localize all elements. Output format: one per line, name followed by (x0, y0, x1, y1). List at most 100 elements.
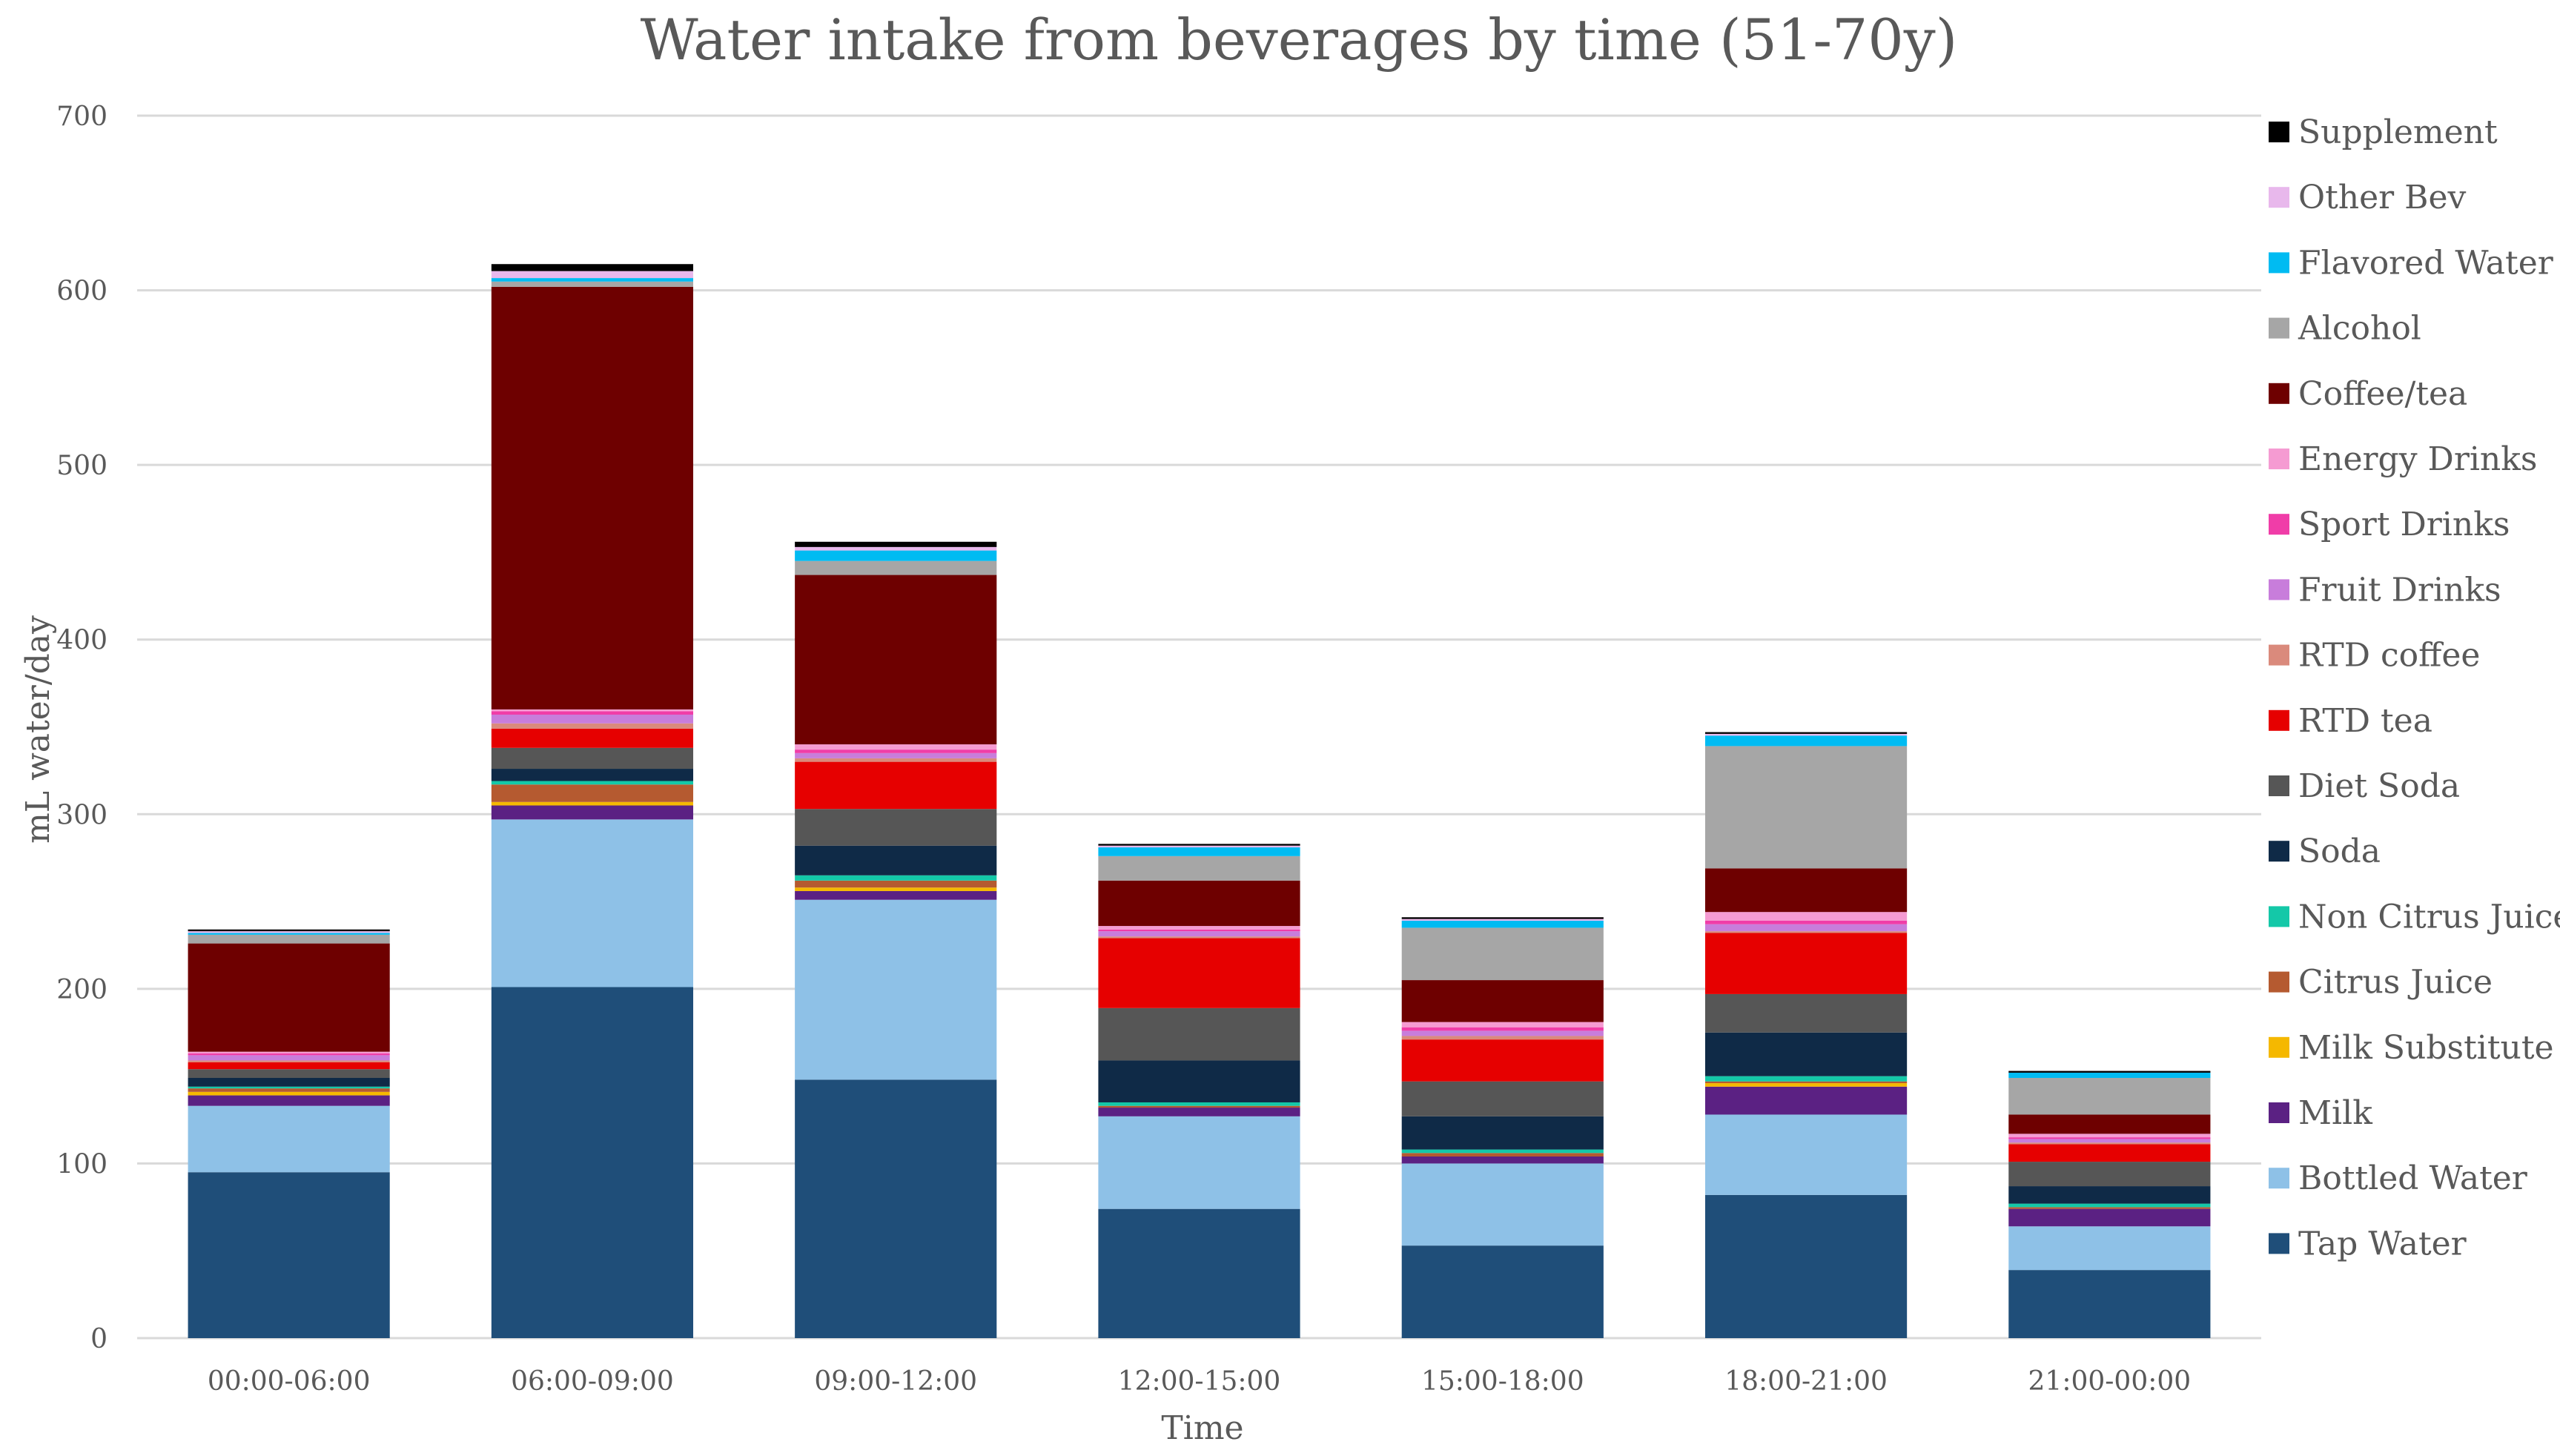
x-tick-label: 21:00-00:00 (2028, 1366, 2192, 1397)
bar-stack-18:00-21:00 (1704, 732, 1908, 1338)
bar-segment-sport-drinks (1704, 920, 1908, 924)
bar-segment-coffee-tea (188, 943, 390, 1052)
bar-segment-other-bev (188, 931, 390, 933)
bar-segment-supplement (1704, 732, 1908, 734)
bar-segment-sport-drinks (795, 749, 997, 753)
bar-segment-coffee-tea (2008, 1114, 2211, 1134)
bar-segment-citrus-juice (491, 784, 694, 802)
bars (188, 264, 2211, 1338)
bar-segment-sport-drinks (491, 711, 694, 715)
bar-segment-rtd-coffee (1401, 1036, 1604, 1040)
legend-label: Other Bev (2298, 179, 2467, 216)
bar-stack-12:00-15:00 (1098, 844, 1300, 1338)
y-tick-label: 600 (56, 277, 108, 307)
bar-segment-rtd-tea (1098, 938, 1300, 1008)
legend-label: Energy Drinks (2298, 440, 2538, 478)
y-tick-label: 500 (56, 451, 108, 481)
bar-segment-other-bev (1704, 733, 1908, 736)
bar-segment-milk (1401, 1156, 1604, 1164)
legend-swatch (2269, 187, 2289, 208)
legend-label: Citrus Juice (2298, 964, 2493, 1002)
bar-segment-fruit-drinks (1098, 931, 1300, 937)
x-axis-title: Time (1161, 1409, 1243, 1447)
legend-item: Fruit Drinks (2269, 571, 2501, 609)
bar-segment-rtd-coffee (188, 1060, 390, 1062)
y-axis-tick-labels: 0 100 200 300 400 500 600 700 (56, 102, 108, 1354)
legend-label: RTD coffee (2298, 637, 2480, 675)
bar-segment-rtd-tea (1704, 933, 1908, 994)
bar-segment-milk-substitute (795, 887, 997, 891)
bar-segment-bottled-water (1704, 1114, 1908, 1195)
bar-segment-diet-soda (1098, 1007, 1300, 1061)
legend-label: RTD tea (2298, 702, 2432, 740)
legend-label: Supplement (2298, 113, 2498, 151)
bar-segment-diet-soda (1401, 1081, 1604, 1116)
bar-segment-milk (491, 805, 694, 820)
bar-segment-citrus-juice (2008, 1207, 2211, 1209)
bar-segment-diet-soda (795, 809, 997, 846)
bar-segment-supplement (1401, 917, 1604, 919)
x-tick-label: 00:00-06:00 (208, 1366, 371, 1397)
bar-segment-fruit-drinks (188, 1055, 390, 1061)
bar-segment-flavored-water (1704, 735, 1908, 747)
bar-segment-diet-soda (2008, 1162, 2211, 1187)
bar-segment-diet-soda (188, 1069, 390, 1078)
legend-swatch (2269, 709, 2289, 731)
legend-swatch (2269, 579, 2289, 600)
bar-segment-bottled-water (1098, 1116, 1300, 1209)
bar-segment-rtd-coffee (491, 723, 694, 729)
bar-segment-non-citrus-juice (795, 875, 997, 881)
legend-swatch (2269, 449, 2289, 469)
bar-stack-21:00-00:00 (2008, 1071, 2211, 1338)
bar-segment-rtd-tea (795, 761, 997, 810)
x-tick-label: 09:00-12:00 (814, 1366, 977, 1397)
legend-item: Diet Soda (2269, 767, 2460, 805)
bar-segment-citrus-juice (1098, 1105, 1300, 1108)
bar-segment-flavored-water (491, 278, 694, 282)
bar-segment-soda (2008, 1186, 2211, 1204)
bar-segment-other-bev (491, 271, 694, 279)
bar-segment-bottled-water (2008, 1226, 2211, 1271)
legend-label: Alcohol (2298, 310, 2421, 348)
bar-segment-tap-water (188, 1172, 390, 1338)
legend-item: Milk Substitute (2269, 1029, 2554, 1067)
bar-segment-energy-drinks (1401, 1022, 1604, 1028)
bar-segment-alcohol (491, 281, 694, 287)
bar-segment-non-citrus-juice (2008, 1203, 2211, 1208)
legend-label: Soda (2298, 833, 2381, 870)
bar-segment-supplement (1098, 844, 1300, 846)
legend-label: Sport Drinks (2298, 506, 2510, 543)
bar-segment-tap-water (1098, 1208, 1300, 1338)
bar-segment-milk (188, 1095, 390, 1106)
bar-segment-fruit-drinks (2008, 1139, 2211, 1143)
bar-segment-bottled-water (491, 819, 694, 987)
bar-segment-diet-soda (1704, 993, 1908, 1033)
bar-segment-energy-drinks (491, 709, 694, 712)
bar-segment-alcohol (1401, 927, 1604, 981)
x-tick-label: 18:00-21:00 (1724, 1366, 1888, 1397)
bar-segment-non-citrus-juice (188, 1086, 390, 1089)
y-tick-label: 200 (56, 975, 108, 1005)
bar-segment-other-bev (795, 546, 997, 551)
bar-segment-milk-substitute (491, 801, 694, 806)
legend-label: Bottled Water (2298, 1159, 2528, 1197)
bar-segment-non-citrus-juice (1401, 1149, 1604, 1154)
bar-segment-coffee-tea (1704, 868, 1908, 913)
x-tick-label: 12:00-15:00 (1118, 1366, 1281, 1397)
y-tick-label: 0 (90, 1324, 108, 1354)
bar-segment-citrus-juice (1704, 1081, 1908, 1084)
legend-label: Diet Soda (2298, 767, 2460, 805)
bar-segment-flavored-water (795, 550, 997, 561)
bar-segment-fruit-drinks (1401, 1030, 1604, 1036)
bar-segment-supplement (795, 541, 997, 547)
legend-item: RTD tea (2269, 702, 2432, 740)
bar-segment-citrus-juice (188, 1088, 390, 1092)
bar-segment-supplement (2008, 1071, 2211, 1073)
bar-segment-flavored-water (188, 933, 390, 935)
bar-segment-tap-water (1704, 1194, 1908, 1338)
legend-label: Coffee/tea (2298, 375, 2467, 413)
y-tick-label: 700 (56, 102, 108, 132)
bar-segment-sport-drinks (188, 1053, 390, 1056)
y-tick-label: 100 (56, 1149, 108, 1179)
